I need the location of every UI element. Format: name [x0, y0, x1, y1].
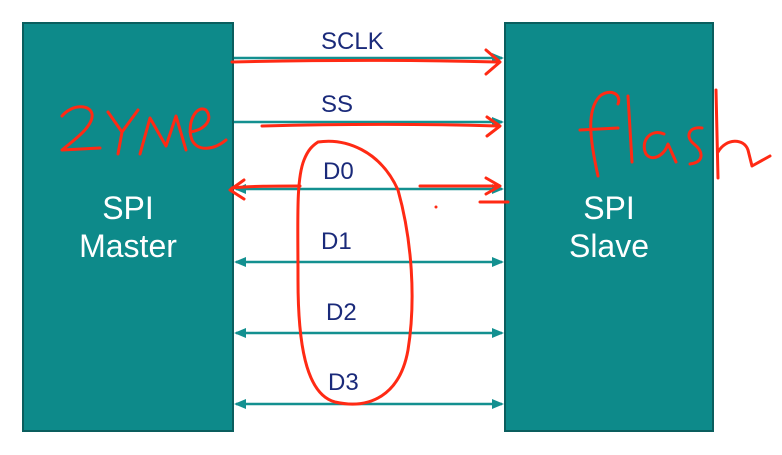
spi-master-block: SPI Master: [22, 22, 234, 432]
handwritten-sclk-arrow: [230, 48, 502, 76]
handwritten-2yme: [60, 105, 228, 156]
d3-label: D3: [328, 369, 359, 396]
d1-label: D1: [321, 228, 352, 255]
handwritten-d0-arrows: [228, 176, 510, 209]
d2-label: D2: [326, 299, 357, 326]
ss-label: SS: [321, 91, 353, 118]
d0-label: D0: [323, 158, 354, 185]
handwritten-data-loop: [296, 139, 414, 406]
spi-master-label: SPI Master: [79, 190, 177, 264]
sclk-label: SCLK: [321, 28, 384, 55]
handwritten-ss-arrow: [260, 115, 502, 138]
spi-slave-label: SPI Slave: [568, 190, 650, 264]
spi-slave-block: SPI Slave: [504, 22, 714, 432]
handwritten-flash: [578, 88, 772, 180]
